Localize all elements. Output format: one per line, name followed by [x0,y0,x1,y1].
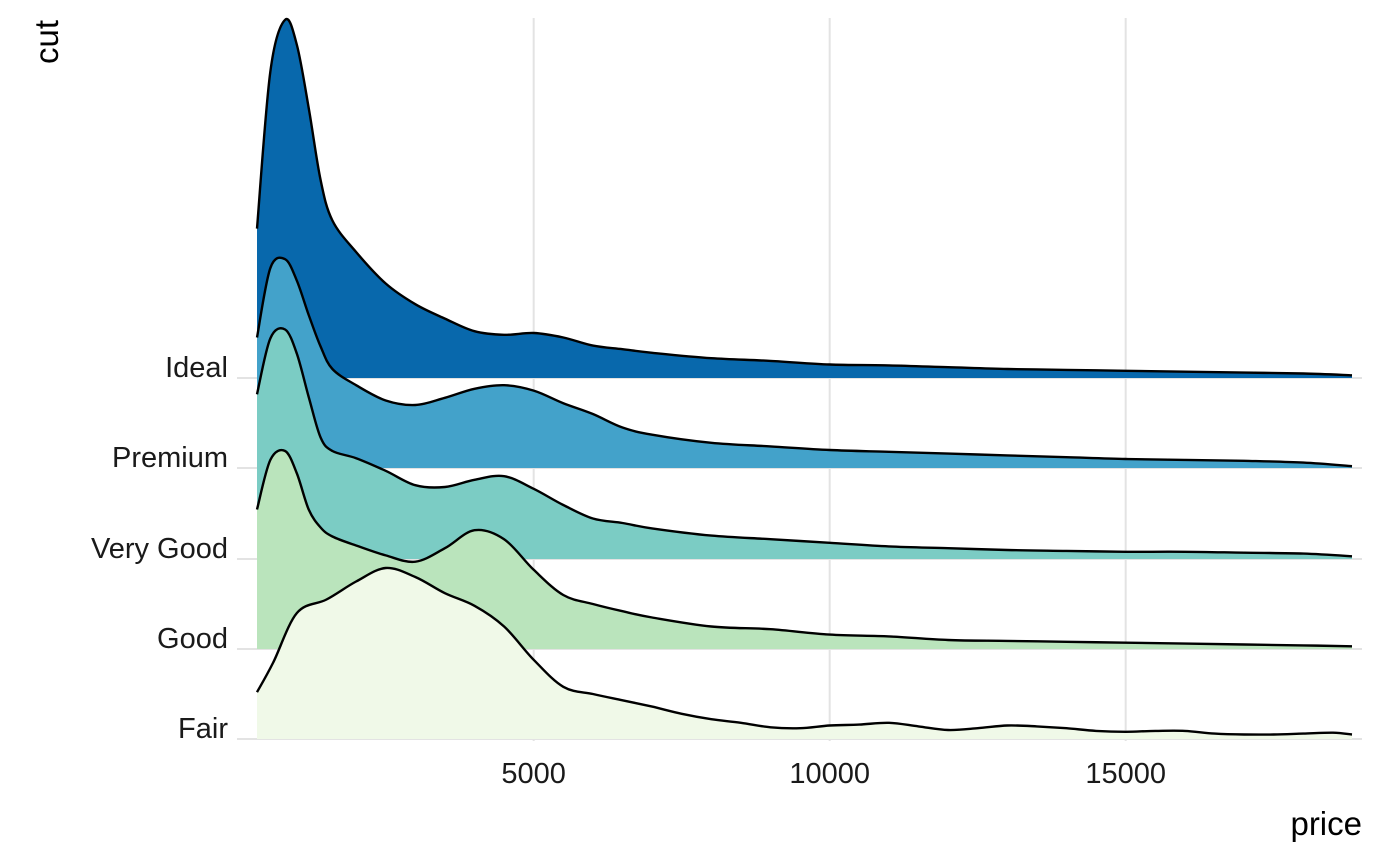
y-tick-fair: Fair [178,713,228,745]
ridges-layer [255,17,1353,739]
y-axis-title: cut [28,20,65,64]
x-tick-10000: 10000 [789,758,870,790]
ridge-line-fair [255,566,1353,736]
x-axis-title: price [1290,805,1362,842]
ridge-line-ideal [255,17,1353,377]
x-tick-5000: 5000 [501,758,566,790]
x-tick-labels: 5000 10000 15000 [501,758,1166,790]
y-tick-premium: Premium [112,442,228,474]
ridge-fill-ideal [257,18,1352,378]
ridge-fill-good [257,450,1352,649]
ridge-fill-fair [257,567,1352,739]
y-tick-labels: Fair Good Very Good Premium Ideal [91,352,228,745]
y-tick-good: Good [157,623,228,655]
x-tick-15000: 15000 [1085,758,1166,790]
ridge-fill-very-good [257,328,1352,559]
y-tick-ideal: Ideal [165,352,228,384]
y-tick-very-good: Very Good [91,533,228,565]
ridge-line-very-good [255,327,1353,558]
ridge-fill-premium [257,257,1352,468]
ridge-line-premium [255,256,1353,468]
ridge-line-good [255,448,1353,648]
